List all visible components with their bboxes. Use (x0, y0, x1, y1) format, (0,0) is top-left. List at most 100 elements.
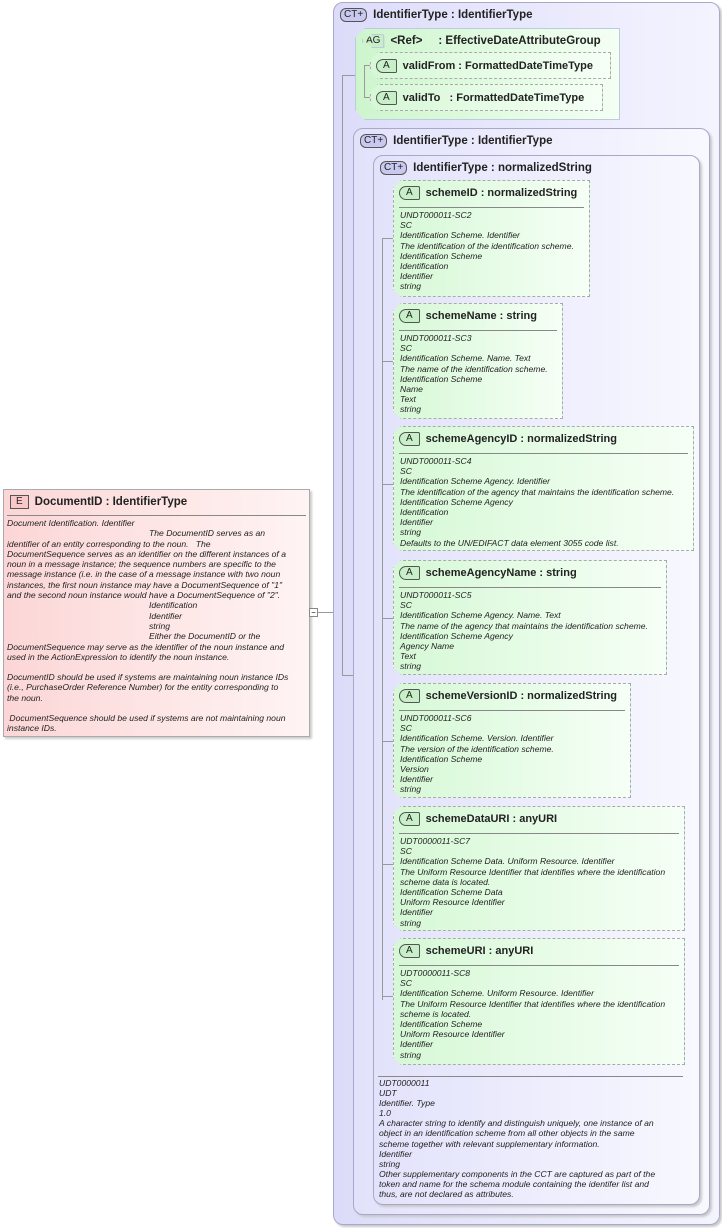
attribute-documentation: UDT0000011-SC7 SC Identification Scheme Da… (400, 836, 665, 928)
connector (364, 65, 372, 66)
doc-line: SC (400, 723, 412, 734)
divider (399, 587, 661, 588)
attribute-title: schemeURI : anyURI (425, 945, 534, 957)
connector (342, 75, 343, 675)
doc-line: A character string to identify and disti… (379, 1118, 654, 1129)
doc-line: string (400, 661, 422, 672)
doc-line: Identification (149, 600, 198, 611)
divider (399, 965, 679, 966)
ct-header: CT+ IdentifierType : IdentifierType (360, 134, 553, 148)
doc-line: Identifier (379, 1148, 412, 1159)
complex-type-icon: CT+ (340, 8, 368, 22)
doc-line: Document Identification. Identifier (7, 518, 135, 528)
doc-line: Identifier (400, 271, 433, 282)
doc-line: Identification Scheme. Identifier (400, 230, 520, 241)
attribute-documentation: UNDT000011-SC4 SC Identification Scheme Ag… (400, 456, 674, 548)
doc-line: Name (400, 384, 423, 395)
doc-line: object in an identification scheme from … (379, 1128, 635, 1139)
attribute-icon: A (399, 186, 420, 200)
doc-line: Other supplementary components in the CC… (379, 1168, 656, 1179)
divider (7, 515, 306, 516)
doc-line: SC (400, 978, 412, 989)
attribute-title: schemeID : normalizedString (425, 187, 578, 199)
doc-line: token and name for the schema module con… (379, 1178, 649, 1189)
collapse-toggle[interactable]: − (309, 608, 318, 617)
element-documentid[interactable]: E DocumentID : IdentifierType Document Id… (3, 489, 310, 737)
doc-line: string (400, 917, 422, 928)
connector (382, 996, 393, 997)
doc-line: Identifier (400, 517, 433, 528)
base-ct-documentation: UDT0000011 UDT Identifier. Type 1.0 A charac… (379, 1078, 655, 1199)
doc-line: SC (400, 846, 412, 857)
connector (382, 361, 393, 362)
doc-line: used in the ActionExpression to identify… (7, 651, 230, 662)
attribute-group-icon: AG (362, 34, 384, 48)
attribute-icon: A (399, 689, 420, 703)
attribute-documentation: UNDT000011-SC3 SC Identification Scheme. N… (400, 333, 548, 415)
doc-line: Text (400, 651, 416, 662)
doc-line: Identification Scheme. Uniform Resource.… (400, 988, 594, 999)
divider (399, 207, 584, 208)
doc-line: Identification Scheme (400, 1019, 483, 1030)
doc-line: SC (400, 600, 412, 611)
attribute-title: validFrom : FormattedDateTimeType (402, 60, 593, 72)
doc-line (7, 662, 288, 672)
doc-line: scheme together with relevant supplement… (379, 1138, 600, 1149)
connector (382, 484, 393, 485)
attribute-icon: A (399, 309, 420, 323)
doc-line: The name of the agency that maintains th… (400, 620, 648, 631)
connector (382, 238, 393, 239)
doc-line: SC (400, 220, 412, 231)
doc-line: Identification Scheme (400, 753, 483, 764)
doc-line: The DocumentID serves as an (149, 528, 266, 539)
doc-line: scheme is located. (400, 1008, 472, 1019)
connector (382, 741, 393, 742)
doc-line: UDT0000011-SC8 (400, 968, 471, 978)
complex-type-icon: CT+ (360, 134, 388, 148)
doc-line: Identification Scheme (400, 373, 483, 384)
doc-line: string (400, 404, 422, 415)
attribute-icon: A (399, 944, 420, 958)
doc-line: UNDT000011-SC6 (400, 713, 472, 723)
doc-line: UDT0000011-SC7 (400, 836, 471, 846)
element-header: E DocumentID : IdentifierType (10, 495, 187, 509)
attribute-icon: A (399, 432, 420, 446)
ct-title: IdentifierType : normalizedString (413, 162, 592, 174)
doc-line: instance IDs. (7, 723, 57, 734)
attribute-title: validTo : FormattedDateTimeType (402, 92, 585, 104)
doc-line: Text (400, 394, 416, 405)
complex-type-icon: CT+ (380, 161, 408, 175)
doc-line: thus, are not declared as attributes. (379, 1189, 514, 1200)
doc-line: noun in a message instance; the sequence… (7, 559, 276, 570)
connector (382, 864, 393, 865)
doc-line: string (379, 1158, 401, 1169)
doc-line: Identification (400, 507, 449, 518)
doc-line: Identifier (400, 774, 433, 785)
doc-line: The name of the identification scheme. (400, 363, 548, 374)
doc-line: The Uniform Resource Identifier that ide… (400, 998, 666, 1009)
doc-line: UNDT000011-SC5 (400, 590, 472, 600)
attribute-icon: A (376, 59, 397, 73)
divider (399, 330, 557, 331)
doc-line: The identification of the agency that ma… (400, 486, 675, 497)
doc-line: UNDT000011-SC2 (400, 210, 472, 220)
attribute-documentation: UNDT000011-SC5 SC Identification Scheme Ag… (400, 590, 648, 672)
doc-line: string (400, 1049, 422, 1060)
doc-line: Either the DocumentID or the (149, 631, 261, 642)
doc-line: Identification Scheme Agency. Identifier (400, 476, 550, 487)
doc-line: Identifier (400, 907, 433, 918)
doc-line: Identification Scheme. Version. Identifi… (400, 733, 554, 744)
doc-line: Identification Scheme. Name. Text (400, 353, 531, 364)
